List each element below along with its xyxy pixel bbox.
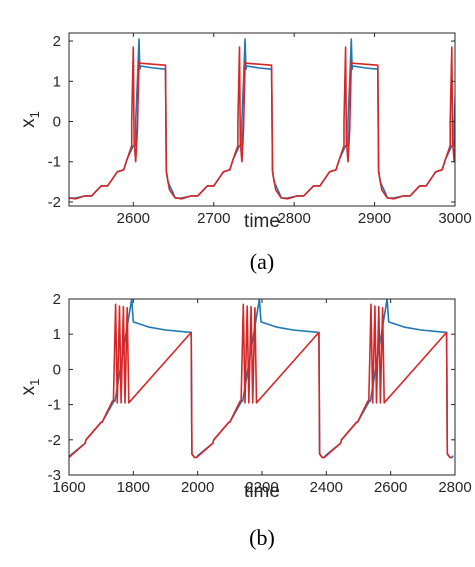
y-tick-label: 1: [53, 326, 61, 343]
y-tick-label: -1: [48, 154, 61, 171]
x-tick-label: 2800: [438, 479, 471, 496]
x-tick-label: 2200: [245, 479, 278, 496]
x-axis-label: time: [244, 481, 280, 502]
y-tick-label: -2: [48, 432, 61, 449]
x-tick-label: 3000: [438, 210, 471, 227]
x-tick-label: 2600: [117, 210, 150, 227]
panel-a: 2600 2700 2800 2900 3000 2 1 0 -1 -2 time x1 (a): [18, 32, 472, 274]
series-2-line: [69, 303, 453, 459]
panel-label: (a): [250, 249, 274, 274]
y-tick-label: 2: [53, 33, 61, 50]
y-tick-label: -1: [48, 397, 61, 414]
y-tick-label: 0: [53, 361, 61, 378]
x-tick-label: 1800: [117, 479, 150, 496]
x-tick-label: 2900: [358, 210, 391, 227]
x-axis-label: time: [244, 211, 280, 232]
x-tick-label: 2000: [181, 479, 214, 496]
series-2-line: [69, 46, 455, 200]
x-tick-label: 2800: [277, 210, 310, 227]
y-tick-label: 2: [53, 291, 61, 308]
x-tick-label: 2400: [310, 479, 343, 496]
y-axis-label: x1: [18, 111, 42, 128]
y-tick-label: 0: [53, 114, 61, 131]
y-tick-label: -2: [48, 194, 61, 211]
plot-frame: [68, 32, 456, 207]
y-tick-label: -3: [48, 467, 61, 484]
x-tick-label: 2700: [197, 210, 230, 227]
x-tick-label: 1600: [52, 479, 85, 496]
x-tick-label: 2600: [374, 479, 407, 496]
series-1-line: [69, 38, 455, 199]
panel-label: (b): [249, 525, 275, 550]
panel-b: 1600 1800 2000 2200 2400 2600 2800 2 1 0 -1 -2 -3 tim…: [18, 291, 472, 550]
y-axis-label: x1: [18, 379, 42, 396]
y-tick-label: 1: [53, 73, 61, 90]
